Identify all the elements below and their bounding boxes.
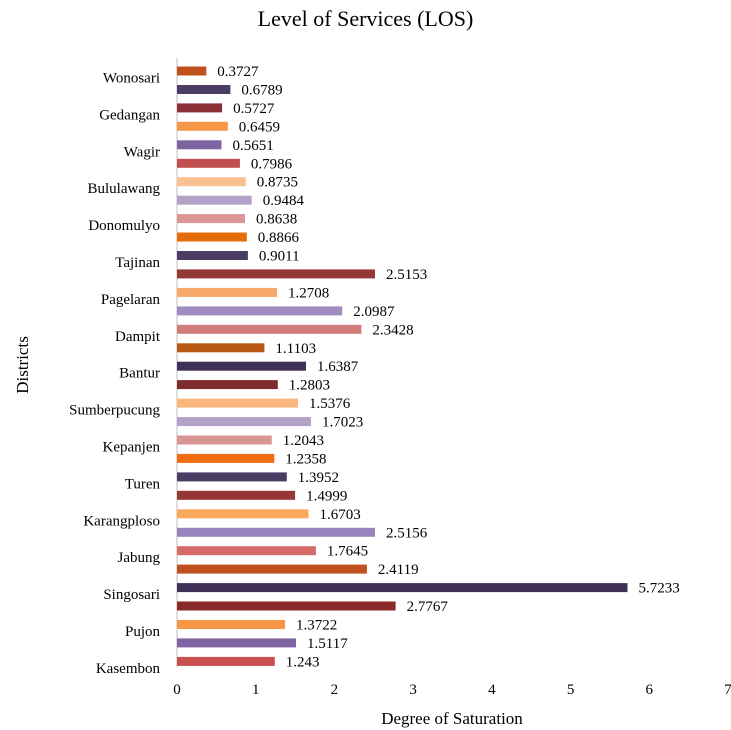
- bar: [177, 361, 306, 371]
- data-label: 1.6703: [320, 507, 361, 523]
- category-label: Donomulyo: [88, 218, 160, 234]
- data-label: 0.8735: [257, 175, 298, 191]
- x-tick-label: 5: [567, 682, 575, 698]
- category-label: Pagelaran: [101, 292, 161, 308]
- chart-title: Level of Services (LOS): [257, 6, 474, 31]
- data-label: 1.2043: [283, 433, 324, 449]
- bar: [177, 66, 207, 76]
- data-label: 1.6387: [317, 359, 359, 375]
- bar: [177, 269, 375, 279]
- data-label: 1.2358: [285, 451, 326, 467]
- data-label: 1.243: [286, 654, 320, 670]
- data-label: 1.3952: [298, 470, 339, 486]
- data-label: 0.9484: [263, 193, 305, 209]
- bar: [177, 380, 278, 390]
- bar: [177, 251, 248, 260]
- bar: [177, 232, 247, 242]
- x-tick-label: 3: [409, 682, 417, 698]
- x-tick-label: 1: [252, 682, 260, 698]
- bar: [177, 287, 277, 297]
- data-label: 1.7023: [322, 415, 363, 431]
- category-label: Pujon: [125, 624, 161, 640]
- category-label: Karangploso: [83, 513, 160, 529]
- data-label: 2.7767: [407, 599, 449, 615]
- bars-layer: [177, 66, 628, 666]
- data-label: 0.9011: [259, 249, 300, 265]
- data-label: 1.1103: [275, 341, 316, 357]
- category-label: Kepanjen: [103, 439, 161, 455]
- bar: [177, 140, 222, 150]
- category-label: Tajinan: [115, 255, 160, 271]
- category-label: Gedangan: [99, 107, 160, 123]
- bar: [177, 195, 252, 205]
- x-tick-label: 0: [173, 682, 181, 698]
- y-axis-title: Districts: [13, 336, 32, 394]
- category-label: Wonosari: [103, 71, 160, 87]
- data-label: 0.8638: [256, 212, 297, 228]
- bar: [177, 638, 296, 648]
- data-label: 2.3428: [372, 322, 413, 338]
- data-label: 2.0987: [353, 304, 395, 320]
- data-label: 1.3722: [296, 618, 337, 634]
- data-label: 1.7645: [327, 544, 368, 560]
- data-label: 0.5727: [233, 101, 275, 117]
- bar: [177, 546, 316, 556]
- category-label: Kasembon: [96, 661, 161, 677]
- bar: [177, 601, 396, 611]
- data-label: 1.4999: [306, 488, 347, 504]
- category-label: Sumberpucung: [69, 403, 160, 419]
- bar: [177, 121, 228, 131]
- bar: [177, 177, 246, 187]
- bar: [177, 509, 309, 519]
- data-label: 0.6459: [239, 119, 280, 135]
- bar: [177, 214, 245, 224]
- category-label: Wagir: [124, 144, 160, 160]
- category-label: Dampit: [115, 329, 161, 345]
- bar: [177, 656, 275, 666]
- bar: [177, 564, 367, 574]
- bar: [177, 398, 298, 408]
- category-label: Jabung: [118, 550, 161, 566]
- data-label: 1.5117: [307, 636, 348, 652]
- bar: [177, 490, 296, 500]
- x-tick-label: 6: [646, 682, 654, 698]
- data-label: 2.4119: [378, 562, 419, 578]
- data-label: 2.5156: [386, 525, 428, 541]
- category-label: Singosari: [103, 587, 160, 603]
- bar: [177, 85, 231, 94]
- x-tick-label: 4: [488, 682, 496, 698]
- labels-layer: 0.3727 0.6789 0.5727 0.6459 0.5651 0.7986 0.87…: [69, 64, 680, 677]
- data-label: 1.5376: [309, 396, 351, 412]
- bar: [177, 324, 362, 334]
- bar: [177, 583, 628, 593]
- data-label: 0.7986: [251, 156, 293, 172]
- data-label: 1.2803: [289, 378, 330, 394]
- bar: [177, 435, 272, 445]
- data-label: 0.8866: [258, 230, 300, 246]
- bar: [177, 103, 223, 113]
- category-label: Bantur: [119, 366, 160, 382]
- bar: [177, 343, 265, 353]
- category-label: Bululawang: [88, 181, 161, 197]
- bar: [177, 158, 240, 168]
- bar: [177, 527, 375, 537]
- data-label: 0.5651: [233, 138, 274, 154]
- data-label: 0.3727: [217, 64, 259, 80]
- bar: [177, 417, 311, 427]
- x-tick-label: 7: [724, 682, 731, 698]
- bar: [177, 453, 275, 463]
- data-label: 2.5153: [386, 267, 427, 283]
- bar: [177, 620, 285, 629]
- data-label: 5.7233: [639, 581, 680, 597]
- bar: [177, 472, 287, 482]
- x-axis-title: Degree of Saturation: [381, 709, 523, 728]
- data-label: 1.2708: [288, 285, 329, 301]
- data-label: 0.6789: [241, 83, 282, 99]
- category-label: Turen: [125, 476, 161, 492]
- bar: [177, 306, 343, 316]
- x-tick-label: 2: [331, 682, 339, 698]
